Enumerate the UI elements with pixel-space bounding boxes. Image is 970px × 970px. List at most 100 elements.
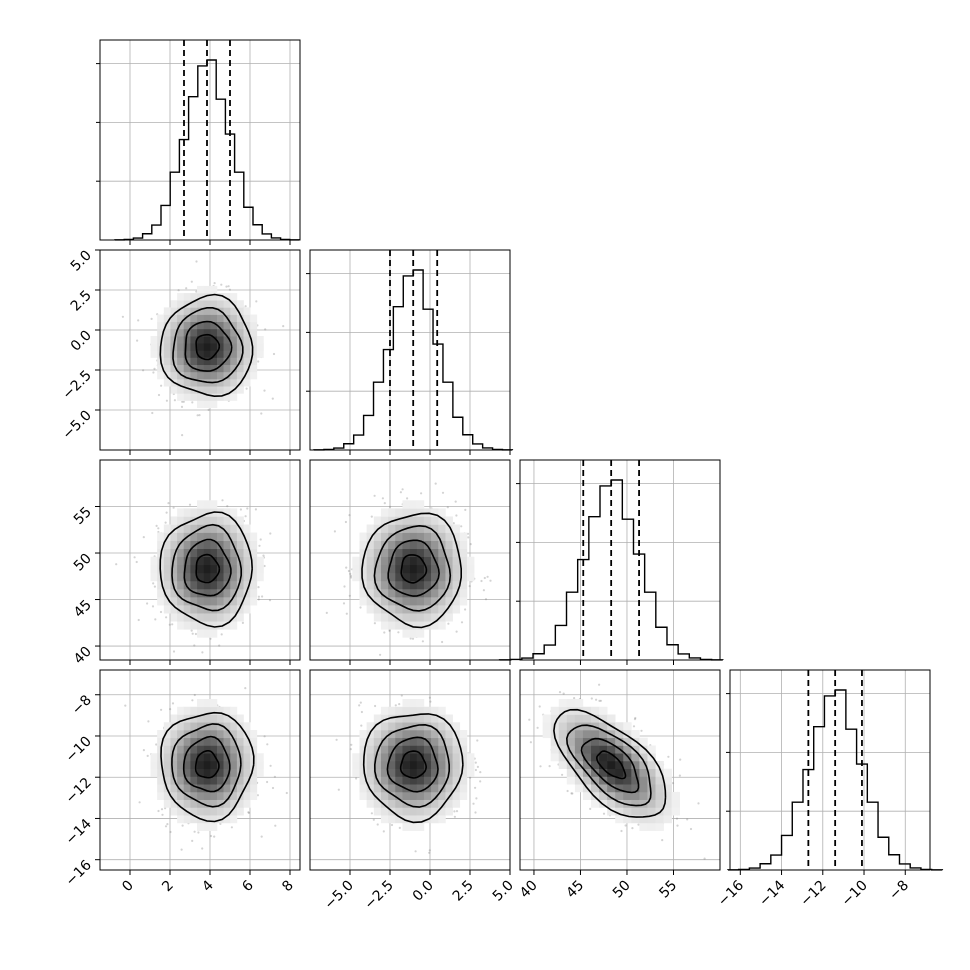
density-cell xyxy=(591,753,600,762)
contour-level-2 xyxy=(373,524,452,612)
density-cell xyxy=(423,776,432,785)
density-cell xyxy=(402,815,410,824)
density-cell xyxy=(203,722,211,731)
density-cell xyxy=(388,714,396,723)
density-cell xyxy=(177,336,185,344)
density-cell xyxy=(671,807,680,816)
density-cell xyxy=(438,815,446,824)
density-cell xyxy=(409,753,418,762)
density-cell xyxy=(582,722,592,731)
density-cell xyxy=(423,722,432,731)
density-cell xyxy=(631,776,640,785)
density-cell xyxy=(359,791,367,800)
density-cell xyxy=(183,580,191,590)
density-cell xyxy=(190,722,198,731)
scatter-point xyxy=(382,830,385,833)
density-cell xyxy=(466,556,475,566)
scatter-point xyxy=(181,824,184,827)
density-cell xyxy=(243,605,251,614)
density-cell xyxy=(183,722,191,731)
density-cell xyxy=(197,300,204,308)
density-cell xyxy=(197,776,204,785)
density-cell xyxy=(366,760,375,770)
density-cell xyxy=(236,371,244,380)
density-cell xyxy=(203,629,211,638)
density-cell xyxy=(223,336,231,344)
density-cell xyxy=(183,588,191,598)
density-cell xyxy=(236,784,244,793)
density-cell xyxy=(190,580,198,590)
density-cell xyxy=(197,293,204,301)
density-cell xyxy=(243,556,251,566)
density-cell xyxy=(177,776,185,785)
density-cell xyxy=(197,737,204,746)
density-cell xyxy=(157,364,165,373)
density-cell xyxy=(190,314,198,323)
density-cell xyxy=(243,321,251,330)
density-cell xyxy=(177,588,185,598)
density-cell xyxy=(373,540,382,549)
density-cell xyxy=(223,508,231,517)
density-cell xyxy=(615,784,624,793)
scatter-point xyxy=(190,629,193,632)
scatter-point xyxy=(157,530,160,534)
density-cell xyxy=(647,807,656,816)
density-cell xyxy=(216,580,224,590)
scatter-point xyxy=(345,566,348,569)
scatter-point xyxy=(370,515,373,518)
density-cell xyxy=(395,532,403,541)
density-cell xyxy=(366,799,375,808)
density-cell xyxy=(250,321,258,330)
density-cell xyxy=(203,768,211,777)
density-cell xyxy=(163,556,171,566)
density-cell xyxy=(170,564,178,574)
density-cell xyxy=(558,722,568,731)
density-cell xyxy=(409,768,418,777)
scatter-point xyxy=(421,640,424,643)
density-cell xyxy=(423,745,432,754)
density-cell xyxy=(157,597,165,606)
density-cell xyxy=(459,556,468,566)
scatter-point xyxy=(124,704,127,707)
density-cell xyxy=(157,737,165,746)
density-cell xyxy=(388,799,396,808)
density-cell xyxy=(423,540,432,549)
density-cell xyxy=(423,791,432,800)
scatter-point xyxy=(589,807,592,811)
density-cell xyxy=(230,791,238,800)
density-cell xyxy=(177,580,185,590)
scatter-point xyxy=(697,802,700,805)
density-cell xyxy=(423,516,432,525)
density-cell xyxy=(409,500,418,509)
density-cell xyxy=(452,556,461,566)
density-cell xyxy=(423,760,432,770)
density-cell xyxy=(373,605,382,614)
density-cell xyxy=(366,540,375,549)
density-cell xyxy=(243,371,251,380)
density-cell xyxy=(615,799,624,808)
density-cell xyxy=(236,564,244,574)
density-cell xyxy=(599,722,608,731)
scatter-point xyxy=(414,850,417,853)
density-cell xyxy=(566,776,576,785)
density-cell xyxy=(395,807,403,816)
density-cell xyxy=(615,776,624,785)
density-cell xyxy=(210,371,218,380)
density-cell xyxy=(445,776,453,785)
density-cell xyxy=(402,532,410,541)
density-cell xyxy=(183,371,191,380)
scatter-point xyxy=(460,525,463,528)
panel-frame xyxy=(519,459,721,661)
density-cell xyxy=(203,393,211,401)
density-cell xyxy=(243,776,251,785)
scatter-point xyxy=(538,705,541,708)
density-cell xyxy=(366,564,375,574)
scatter-point xyxy=(373,622,376,625)
scatter-point xyxy=(115,563,118,566)
density-cell xyxy=(459,580,468,590)
density-cell xyxy=(177,293,185,301)
scatter-point xyxy=(151,605,155,608)
scatter-panel-3-1: −5.0 −2.5 0.0 2.5 5.0 xyxy=(309,669,517,913)
density-cell xyxy=(359,597,367,606)
density-cell xyxy=(230,776,238,785)
